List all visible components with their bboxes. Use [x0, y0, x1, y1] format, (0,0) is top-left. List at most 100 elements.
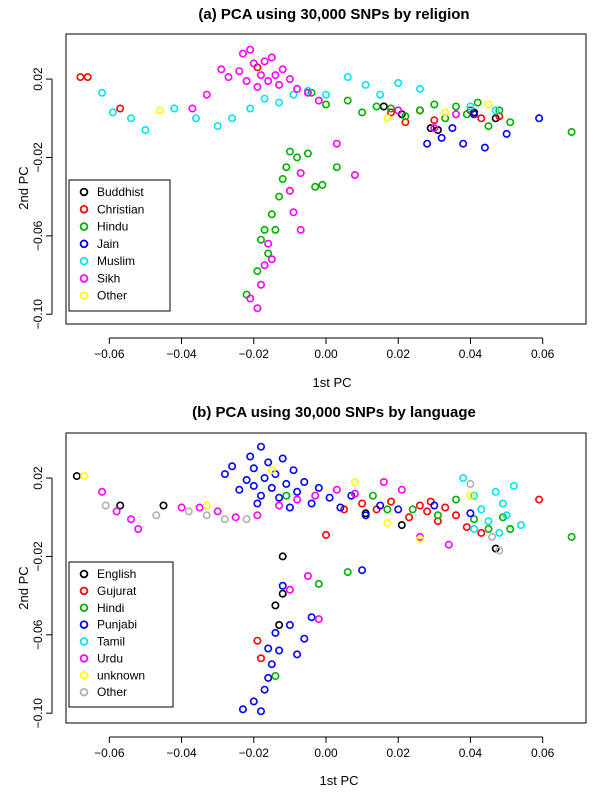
data-point — [361, 80, 370, 89]
legend-marker — [79, 603, 89, 613]
data-point — [72, 472, 81, 481]
data-point — [242, 515, 251, 524]
y-axis-label: 2nd PC — [16, 166, 31, 209]
data-point — [444, 540, 453, 549]
chart-title: (b) PCA using 30,000 SNPs by language — [192, 404, 476, 421]
data-point — [264, 458, 273, 467]
data-point — [325, 493, 334, 502]
data-point — [303, 88, 312, 97]
data-point — [264, 644, 273, 653]
legend-marker — [79, 637, 89, 646]
data-point — [368, 491, 377, 500]
data-point — [480, 143, 489, 152]
series-hindi — [271, 491, 576, 680]
data-point — [379, 102, 388, 111]
data-point — [459, 139, 468, 148]
legend-marker — [79, 274, 89, 283]
data-point — [386, 497, 395, 506]
data-point — [451, 102, 460, 111]
data-point — [231, 513, 240, 522]
data-point — [379, 477, 388, 486]
data-point — [383, 114, 392, 123]
data-point — [275, 493, 284, 502]
legend-marker — [79, 291, 89, 301]
data-point — [141, 126, 150, 135]
data-point — [249, 464, 258, 473]
data-point — [246, 294, 255, 303]
data-point — [134, 524, 143, 533]
x-tick-label: 0.04 — [459, 746, 483, 760]
data-point — [300, 634, 309, 643]
data-point — [264, 249, 273, 258]
data-point — [253, 267, 262, 276]
data-point — [285, 620, 294, 629]
data-point — [332, 163, 341, 172]
data-point — [202, 501, 211, 510]
legend-label: Other — [97, 289, 127, 303]
data-point — [217, 65, 226, 74]
data-point — [285, 147, 294, 156]
series-hindu — [242, 88, 576, 299]
data-point — [108, 108, 117, 117]
x-axis: −0.06 −0.04 −0.02 0.00 0.02 0.04 0.06 — [94, 736, 555, 760]
legend-marker — [79, 654, 89, 663]
data-point — [256, 235, 265, 244]
data-point — [415, 534, 424, 543]
data-point — [275, 80, 284, 89]
data-point — [488, 532, 497, 541]
data-point — [282, 479, 291, 488]
data-point — [415, 501, 424, 510]
data-point — [76, 73, 85, 82]
data-point — [361, 511, 370, 520]
data-point — [311, 182, 320, 191]
data-point — [260, 261, 269, 270]
data-point — [238, 49, 247, 58]
data-point — [343, 568, 352, 577]
y-tick-label: −0.02 — [31, 142, 45, 173]
data-point — [408, 505, 417, 514]
data-point — [303, 149, 312, 158]
data-point — [350, 477, 359, 486]
series-gujurat — [253, 495, 544, 663]
y-tick-label: −0.02 — [31, 541, 45, 572]
legend-marker — [79, 586, 89, 596]
data-point — [484, 517, 493, 526]
data-point — [314, 615, 323, 624]
legend-label: Urdu — [97, 651, 123, 665]
data-point — [267, 483, 276, 492]
data-point — [321, 530, 330, 539]
data-point — [470, 491, 479, 500]
y-tick-label: −0.10 — [31, 299, 45, 330]
data-point — [264, 673, 273, 682]
legend-label: Jain — [97, 237, 119, 251]
y-axis: 0.02 −0.02 −0.06 −0.10 — [31, 67, 53, 330]
legend-marker — [79, 222, 89, 231]
data-point — [484, 100, 493, 109]
data-point — [423, 139, 432, 148]
data-point — [260, 57, 269, 66]
series-unknown — [80, 466, 475, 543]
data-point — [394, 79, 403, 88]
data-point — [491, 106, 500, 115]
data-point — [383, 519, 392, 528]
data-point — [321, 100, 330, 109]
y-tick-label: −0.10 — [31, 698, 45, 729]
data-point — [249, 481, 258, 490]
data-point — [448, 124, 457, 133]
data-point — [83, 73, 92, 82]
data-point — [466, 479, 475, 488]
data-point — [256, 491, 265, 500]
y-tick-label: −0.06 — [31, 220, 45, 251]
data-point — [470, 110, 479, 119]
data-point — [415, 106, 424, 115]
y-tick-label: 0.02 — [31, 466, 45, 490]
series-other — [101, 479, 504, 555]
data-point — [495, 528, 504, 537]
data-point — [506, 118, 515, 127]
data-point — [228, 462, 237, 471]
points — [72, 442, 576, 716]
data-point — [314, 96, 323, 105]
data-point — [506, 524, 515, 533]
data-point — [246, 452, 255, 461]
